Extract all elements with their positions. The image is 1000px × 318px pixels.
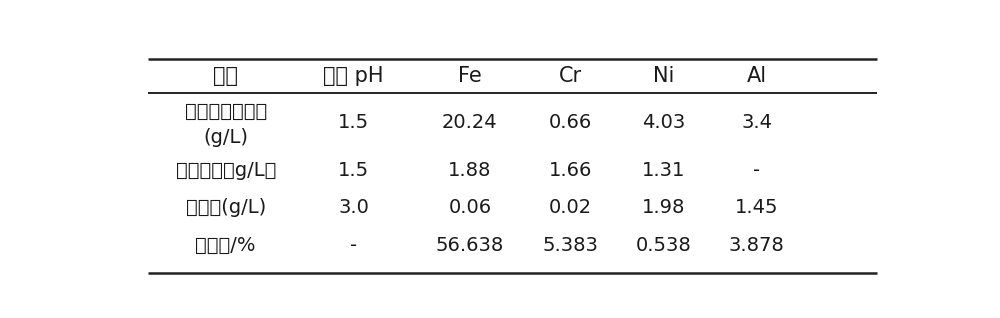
Text: 样品: 样品	[213, 66, 238, 86]
Text: 0.66: 0.66	[549, 113, 592, 132]
Text: 1.5: 1.5	[338, 113, 369, 132]
Text: 含铬废液（g/L）: 含铬废液（g/L）	[176, 161, 276, 180]
Text: 1.5: 1.5	[338, 161, 369, 180]
Text: 红土镍矿浸出液: 红土镍矿浸出液	[185, 102, 267, 121]
Text: Fe: Fe	[458, 66, 482, 86]
Text: -: -	[753, 161, 760, 180]
Text: 铬铁渣/%: 铬铁渣/%	[196, 236, 256, 255]
Text: Cr: Cr	[559, 66, 582, 86]
Text: 20.24: 20.24	[442, 113, 498, 132]
Text: 3.878: 3.878	[729, 236, 784, 255]
Text: 4.03: 4.03	[642, 113, 685, 132]
Text: 1.88: 1.88	[448, 161, 492, 180]
Text: 5.383: 5.383	[543, 236, 599, 255]
Text: (g/L): (g/L)	[203, 128, 248, 147]
Text: 净化液(g/L): 净化液(g/L)	[186, 197, 266, 217]
Text: 1.98: 1.98	[642, 197, 685, 217]
Text: Al: Al	[747, 66, 767, 86]
Text: 56.638: 56.638	[436, 236, 504, 255]
Text: 1.31: 1.31	[642, 161, 685, 180]
Text: 0.538: 0.538	[636, 236, 692, 255]
Text: 酸度 pH: 酸度 pH	[323, 66, 384, 86]
Text: 1.45: 1.45	[735, 197, 778, 217]
Text: 0.02: 0.02	[549, 197, 592, 217]
Text: 3.4: 3.4	[741, 113, 772, 132]
Text: -: -	[350, 236, 357, 255]
Text: 0.06: 0.06	[448, 197, 491, 217]
Text: Ni: Ni	[653, 66, 674, 86]
Text: 1.66: 1.66	[549, 161, 592, 180]
Text: 3.0: 3.0	[338, 197, 369, 217]
